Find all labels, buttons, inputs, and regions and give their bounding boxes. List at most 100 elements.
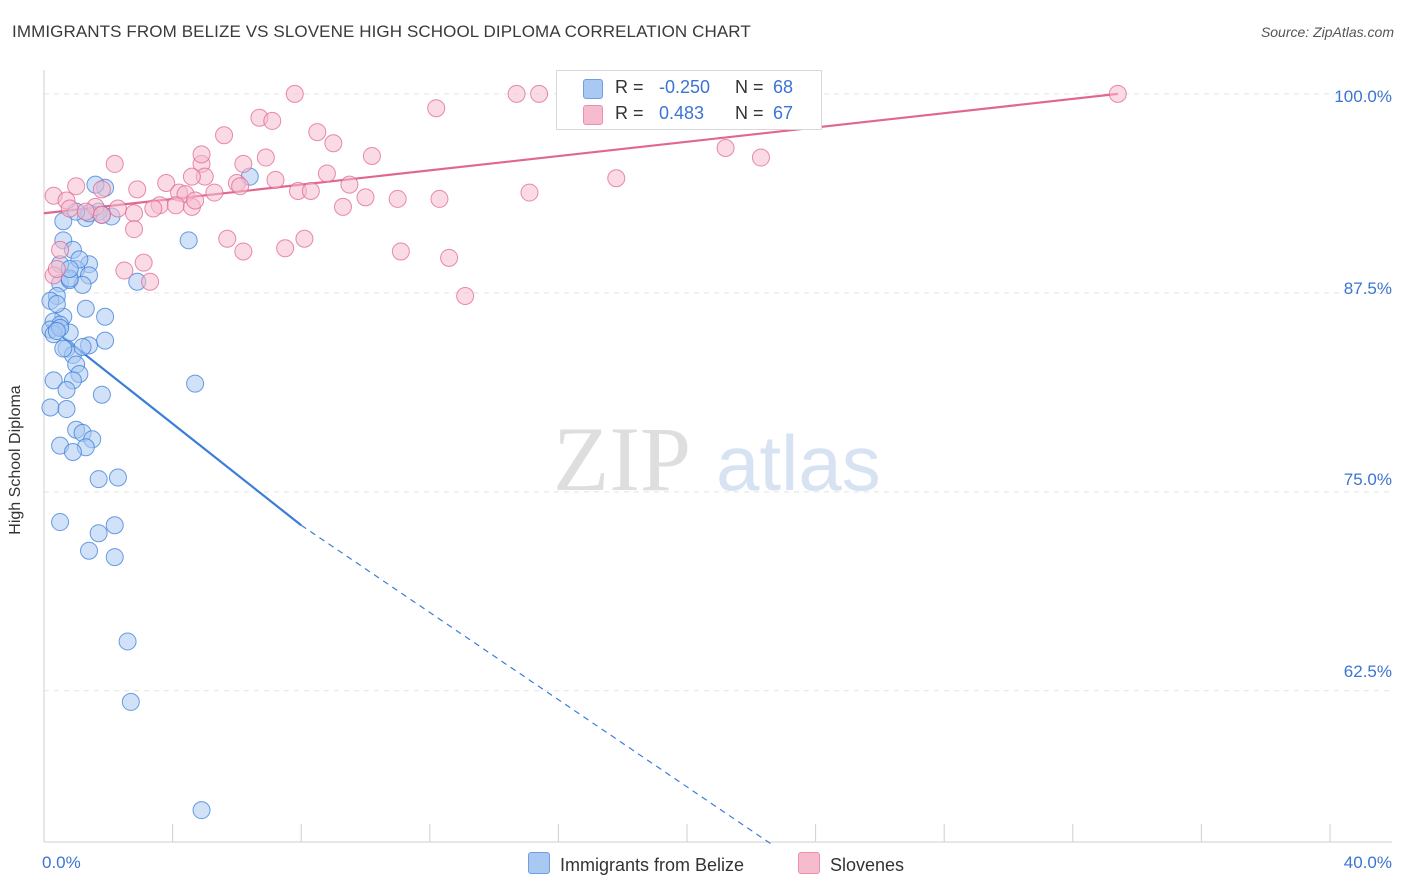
trend-extension-belize [300,524,771,845]
point-belize [51,513,70,532]
point-slovenes [186,191,205,210]
legend-item-belize: Immigrants from Belize [528,852,744,876]
point-slovenes [60,199,79,218]
point-slovenes [520,183,539,202]
point-belize [63,443,82,462]
point-slovenes [427,99,446,118]
point-slovenes [716,138,735,157]
watermark-zip: ZIP [553,408,691,510]
point-slovenes [456,287,475,306]
point-belize [73,337,92,356]
y-tick-label: 75.0% [1343,470,1392,489]
point-slovenes [234,154,253,173]
point-slovenes [308,123,327,142]
legend-n-value: 67 [773,103,794,123]
point-belize [186,374,205,393]
point-slovenes [440,248,459,267]
point-slovenes [67,177,86,196]
point-belize [41,398,60,417]
point-slovenes [47,259,66,278]
point-slovenes [256,148,275,167]
point-slovenes [231,177,250,196]
point-slovenes [751,148,770,167]
point-slovenes [182,167,201,186]
watermark: ZIP atlas [553,408,881,510]
point-slovenes [391,242,410,261]
point-slovenes [333,197,352,216]
point-slovenes [1108,84,1127,103]
point-belize [105,548,124,567]
point-belize [80,541,99,560]
point-belize [108,468,127,487]
point-slovenes [51,240,70,259]
y-tick-label: 100.0% [1334,87,1392,106]
legend-swatch-slovenes [583,105,603,125]
point-slovenes [234,242,253,261]
point-belize [89,470,108,489]
point-belize [57,380,76,399]
point-slovenes [166,196,185,215]
legend-swatch-belize [528,852,550,874]
point-belize [57,400,76,419]
point-slovenes [263,111,282,130]
point-slovenes [388,189,407,208]
axes [43,70,1392,843]
point-slovenes [218,229,237,248]
point-belize [47,294,66,313]
legend-r-label: R = [615,103,644,123]
legend-r-value: -0.250 [659,77,711,97]
point-belize [47,322,66,341]
point-slovenes [362,146,381,165]
point-slovenes [607,169,626,188]
stats-legend: R = -0.250 N = 68 R = 0.483 N = 67 [556,70,822,130]
legend-n-label: N = [735,77,764,97]
point-slovenes [105,154,124,173]
source-credit: Source: ZipAtlas.com [1260,24,1394,40]
point-belize [118,632,137,651]
point-slovenes [266,170,285,189]
point-belize [44,371,63,390]
point-belize [179,231,198,250]
point-slovenes [128,180,147,199]
legend-r-value: 0.483 [659,103,705,123]
point-slovenes [301,181,320,200]
point-slovenes [108,199,127,218]
point-belize [105,516,124,535]
trend-line-belize [46,323,302,527]
point-slovenes [276,239,295,258]
point-slovenes [205,183,224,202]
x-tick-label-max: 40.0% [1343,853,1392,872]
point-belize [54,339,73,358]
legend-label-slovenes: Slovenes [830,855,905,875]
point-belize [121,692,140,711]
point-belize [96,331,115,350]
point-belize [89,524,108,543]
point-slovenes [125,220,144,239]
watermark-atlas: atlas [716,419,881,507]
point-slovenes [125,204,144,223]
y-tick-label: 87.5% [1343,279,1392,298]
point-slovenes [317,164,336,183]
point-slovenes [157,174,176,193]
point-belize [76,299,95,318]
point-slovenes [295,229,314,248]
point-slovenes [215,126,234,145]
point-slovenes [92,180,111,199]
point-slovenes [530,84,549,103]
point-slovenes [324,134,343,153]
chart-title: IMMIGRANTS FROM BELIZE VS SLOVENE HIGH S… [12,22,751,41]
point-slovenes [285,84,304,103]
legend-row-belize: R = -0.250 N = 68 [557,75,821,101]
point-belize [96,307,115,326]
point-slovenes [76,202,95,221]
point-slovenes [144,199,163,218]
point-slovenes [115,261,134,280]
legend-item-slovenes: Slovenes [798,852,904,876]
point-slovenes [141,272,160,291]
point-slovenes [134,253,153,272]
legend-row-slovenes: R = 0.483 N = 67 [557,101,821,127]
data-points [41,84,1127,820]
y-tick-label: 62.5% [1343,662,1392,681]
point-slovenes [92,205,111,224]
legend-r-label: R = [615,77,644,97]
